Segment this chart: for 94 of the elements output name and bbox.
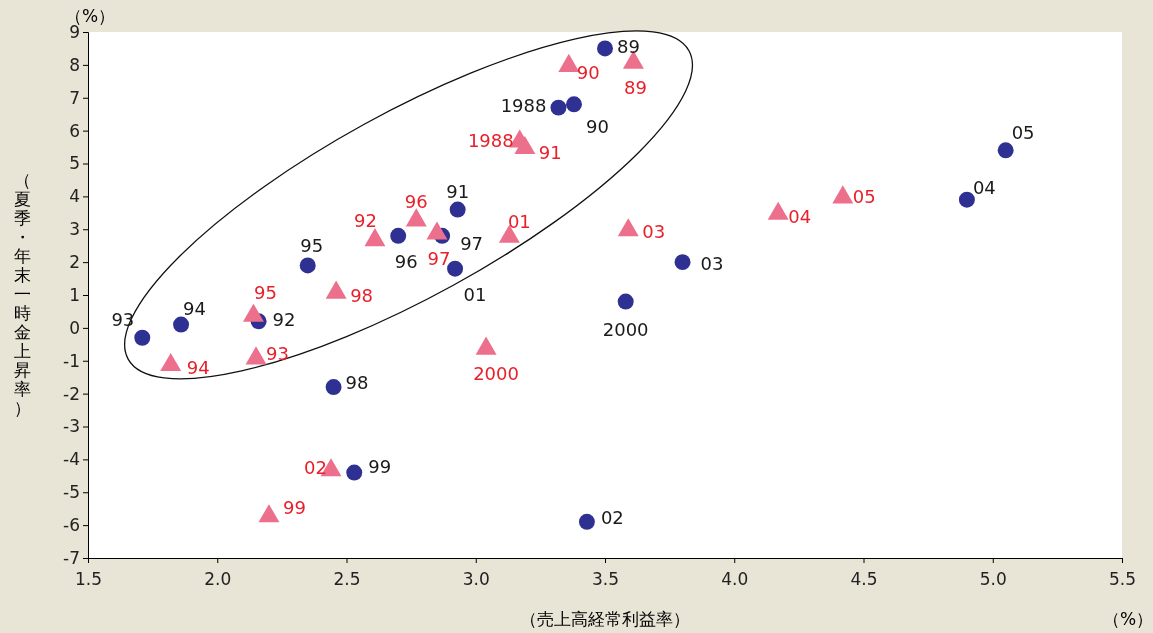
x-tick-label: 1.5 [74,568,103,589]
annotation: 02 [304,456,327,478]
annotation: 93 [266,342,289,364]
y-tick-label: -5 [63,482,80,503]
annotation: 02 [600,507,624,529]
point [242,303,264,322]
point [617,218,639,237]
annotation: 90 [585,115,609,137]
point [958,191,975,208]
annotation: 01 [463,284,487,305]
text: （%） [64,6,116,26]
annotation: 91 [446,180,470,202]
y-tick-label: 5 [69,153,80,174]
point [566,96,582,113]
annotation: 95 [253,282,277,304]
annotation: 92 [354,210,377,232]
point [832,185,854,204]
x-tick-label: 5.0 [979,568,1007,589]
y-tick-label: -4 [63,449,80,470]
x-axis-title: （売上高経常利益率） [520,609,690,629]
annotation: 92 [272,308,296,330]
point [674,254,691,271]
annotation: 94 [186,357,210,379]
text: （%） [1102,609,1153,629]
annotation: 1988 [467,129,514,151]
y-tick-label: 8 [69,54,80,75]
point [578,513,595,530]
y-tick-label: 0 [69,317,80,338]
annotation: 97 [460,233,484,255]
annotation: 96 [394,251,418,273]
point [597,40,613,57]
annotation: 94 [183,297,206,319]
point [245,346,267,365]
y-tick-label: -7 [63,547,80,568]
x-tick-label: 3.0 [462,568,490,589]
y-tick-label: 7 [69,87,80,108]
annotation: 98 [345,372,369,394]
annotation: 2000 [602,318,649,340]
point [767,201,789,220]
point [997,142,1014,159]
x-tick-label: 5.5 [1108,568,1137,589]
point [550,99,567,116]
x-tick-label: 2.0 [204,568,232,589]
y-tick-label: 2 [69,252,80,273]
y-tick-label: 1 [69,284,80,305]
y-tick-label: 4 [69,186,80,207]
point [173,316,190,333]
y-tick-label: -6 [63,515,80,536]
point [325,280,347,299]
annotation: 2000 [473,362,519,384]
annotation: 89 [617,35,640,57]
point [346,464,363,481]
annotation: 04 [788,206,812,228]
annotation: 01 [507,211,531,233]
point [514,135,536,155]
y-tick-label: 3 [69,219,80,240]
point [426,221,448,240]
point [258,504,280,523]
annotation: 04 [972,176,996,198]
x-tick-label: 3.5 [591,568,620,589]
annotation: 91 [538,142,562,164]
y-tick-label: -1 [63,350,80,371]
x-tick-label: 4.5 [850,568,878,589]
y-tick-label: -3 [63,416,80,437]
y-tick-label: 6 [69,120,80,141]
point [475,336,497,355]
annotation: 1988 [500,94,547,116]
point [364,228,386,247]
x-tick-label: 2.5 [333,568,361,589]
point [405,208,427,227]
x-tick-label: 4.0 [721,568,749,589]
annotation: 03 [700,253,724,275]
annotation: 90 [576,62,600,84]
point [390,227,407,244]
y-tick-label: -2 [63,383,80,404]
point [449,201,466,218]
annotation: 98 [350,285,374,307]
annotation: 05 [1011,121,1035,143]
point [160,352,182,372]
annotation: 97 [427,247,451,269]
annotation: 05 [852,185,876,207]
point [447,260,464,277]
point [299,257,316,274]
annotation: 99 [368,455,392,477]
point [617,293,634,310]
annotation: 95 [300,234,324,256]
point [134,329,151,346]
point [325,379,342,396]
annotation: 89 [623,76,647,98]
annotation: 03 [642,220,666,242]
annotation: 96 [404,190,428,212]
point [558,53,580,72]
text: （夏季・年末一時金上昇率） [13,170,31,418]
annotation: 99 [282,496,306,518]
